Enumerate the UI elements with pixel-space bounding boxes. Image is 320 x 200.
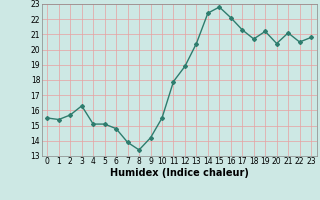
X-axis label: Humidex (Indice chaleur): Humidex (Indice chaleur)	[110, 168, 249, 178]
